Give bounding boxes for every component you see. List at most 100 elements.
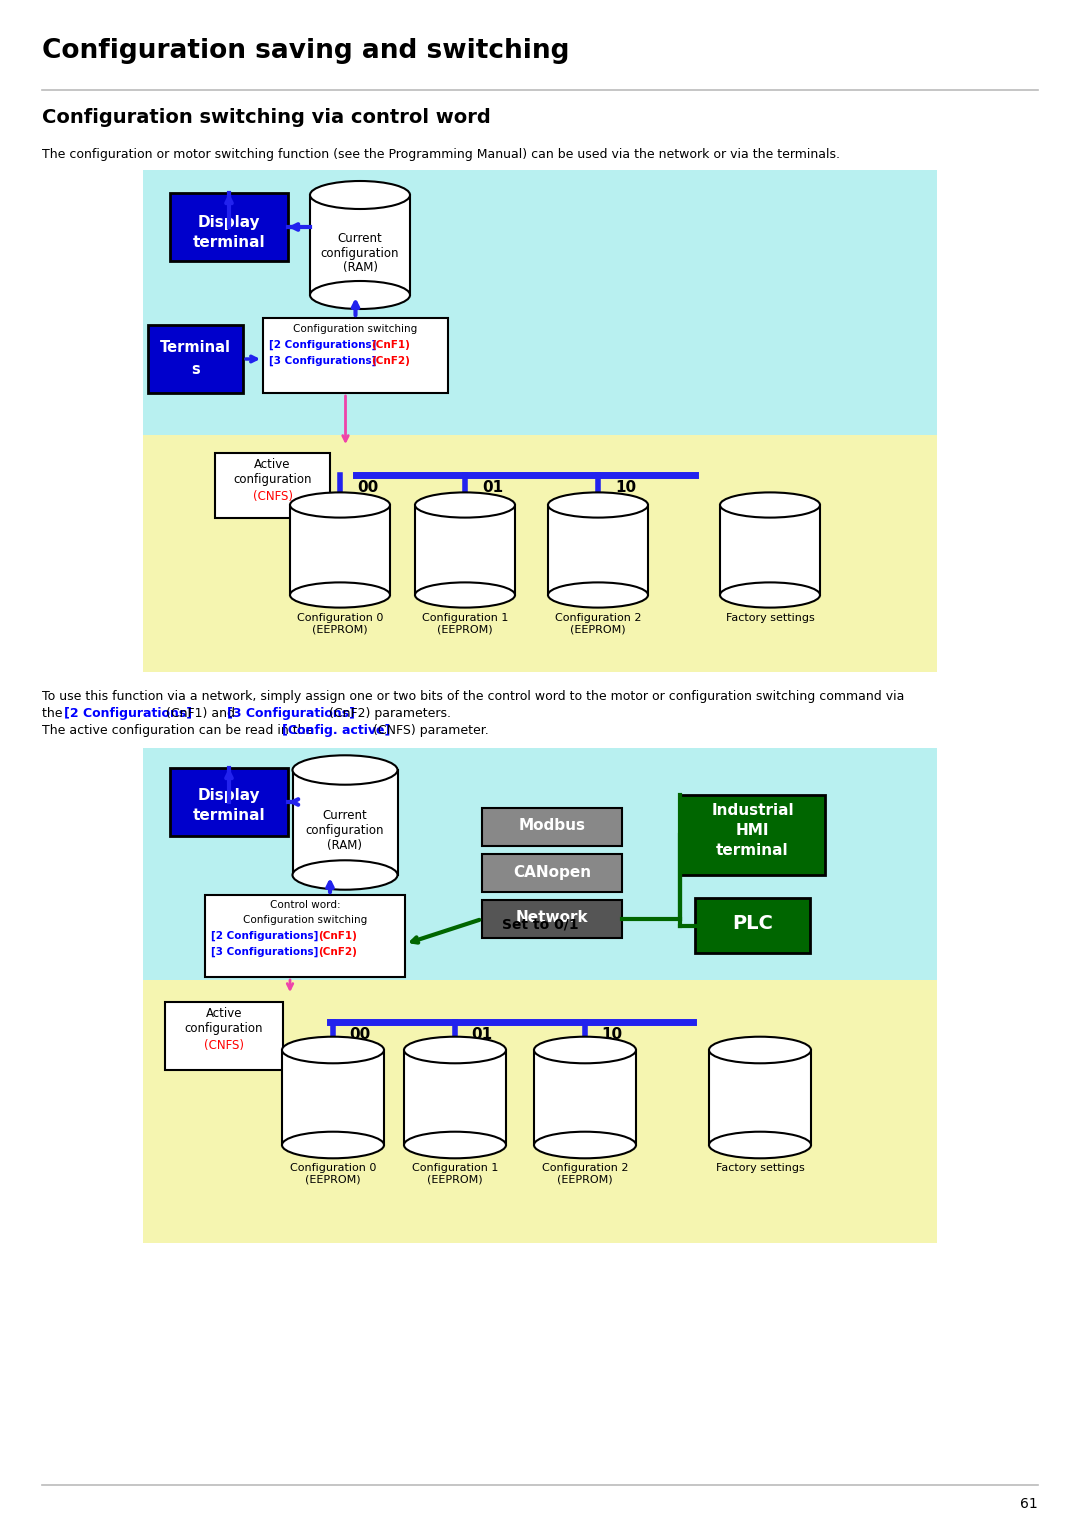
- Text: Set to 0/1: Set to 0/1: [502, 918, 579, 931]
- Ellipse shape: [291, 492, 390, 518]
- Bar: [143, 980, 937, 1243]
- Ellipse shape: [708, 1037, 811, 1063]
- Text: the: the: [42, 707, 67, 721]
- Text: [2 Configurations]: [2 Configurations]: [211, 931, 319, 941]
- Bar: [415, 505, 515, 596]
- Text: Current
configuration
(RAM): Current configuration (RAM): [306, 809, 384, 852]
- Ellipse shape: [415, 582, 515, 608]
- Text: [2 Configurations]: [2 Configurations]: [269, 341, 376, 350]
- Bar: [170, 768, 288, 835]
- Bar: [205, 895, 405, 977]
- Text: configuration: configuration: [185, 1022, 264, 1035]
- Text: (CnF2) parameters.: (CnF2) parameters.: [325, 707, 451, 721]
- Text: configuration: configuration: [233, 473, 312, 486]
- Bar: [170, 192, 288, 261]
- Bar: [148, 325, 243, 392]
- Text: Display: Display: [198, 788, 260, 803]
- Bar: [482, 899, 622, 938]
- Bar: [482, 854, 622, 892]
- Text: The configuration or motor switching function (see the Programming Manual) can b: The configuration or motor switching fun…: [42, 148, 840, 160]
- Text: CANopen: CANopen: [513, 864, 591, 880]
- Text: s: s: [191, 362, 200, 377]
- Text: (CnF2): (CnF2): [372, 356, 410, 366]
- Ellipse shape: [415, 492, 515, 518]
- Text: Configuration 2
(EEPROM): Configuration 2 (EEPROM): [542, 1164, 629, 1185]
- Text: Configuration 1
(EEPROM): Configuration 1 (EEPROM): [411, 1164, 498, 1185]
- Text: Configuration switching: Configuration switching: [243, 915, 367, 925]
- Bar: [215, 454, 330, 518]
- Bar: [264, 318, 448, 392]
- Text: Industrial: Industrial: [712, 803, 794, 818]
- Text: The active configuration can be read in the: The active configuration can be read in …: [42, 724, 318, 738]
- Text: Configuration switching: Configuration switching: [294, 324, 418, 334]
- Ellipse shape: [282, 1037, 384, 1063]
- Text: terminal: terminal: [192, 808, 266, 823]
- Bar: [282, 1051, 384, 1145]
- Text: Configuration 0
(EEPROM): Configuration 0 (EEPROM): [297, 612, 383, 635]
- Ellipse shape: [310, 182, 410, 209]
- Bar: [548, 505, 648, 596]
- Text: Network: Network: [515, 910, 589, 925]
- Bar: [143, 748, 937, 980]
- Text: terminal: terminal: [192, 235, 266, 250]
- Ellipse shape: [293, 756, 397, 785]
- Text: Terminal: Terminal: [160, 341, 231, 354]
- Ellipse shape: [534, 1132, 636, 1159]
- Text: [3 Configurations]: [3 Configurations]: [227, 707, 355, 721]
- Text: Active: Active: [206, 1006, 242, 1020]
- Text: (CnF1) and: (CnF1) and: [162, 707, 239, 721]
- Ellipse shape: [293, 860, 397, 890]
- Text: Configuration 1
(EEPROM): Configuration 1 (EEPROM): [422, 612, 509, 635]
- Bar: [534, 1051, 636, 1145]
- Text: 00: 00: [349, 1028, 370, 1041]
- Text: Active: Active: [254, 458, 291, 470]
- Ellipse shape: [548, 582, 648, 608]
- Bar: [708, 1051, 811, 1145]
- Text: (CnF1): (CnF1): [318, 931, 356, 941]
- Ellipse shape: [310, 281, 410, 308]
- Text: [3 Configurations]: [3 Configurations]: [211, 947, 319, 957]
- Text: terminal: terminal: [716, 843, 788, 858]
- Ellipse shape: [720, 582, 820, 608]
- Text: Factory settings: Factory settings: [726, 612, 814, 623]
- Bar: [293, 770, 397, 875]
- Text: (CNFS): (CNFS): [204, 1038, 244, 1052]
- Text: (CNFS): (CNFS): [253, 490, 293, 502]
- Ellipse shape: [282, 1132, 384, 1159]
- Ellipse shape: [548, 492, 648, 518]
- Bar: [143, 435, 937, 672]
- Ellipse shape: [404, 1037, 507, 1063]
- Text: Control word:: Control word:: [270, 899, 340, 910]
- Bar: [482, 808, 622, 846]
- Bar: [310, 195, 410, 295]
- Text: HMI: HMI: [735, 823, 769, 838]
- Text: Configuration 0
(EEPROM): Configuration 0 (EEPROM): [289, 1164, 376, 1185]
- Bar: [291, 505, 390, 596]
- Text: 01: 01: [472, 1028, 492, 1041]
- Text: Display: Display: [198, 215, 260, 231]
- Bar: [143, 169, 937, 435]
- Ellipse shape: [404, 1132, 507, 1159]
- Text: Configuration 2
(EEPROM): Configuration 2 (EEPROM): [555, 612, 642, 635]
- Text: 01: 01: [483, 479, 503, 495]
- Text: PLC: PLC: [732, 915, 773, 933]
- Text: [Config. active]: [Config. active]: [282, 724, 390, 738]
- Text: 10
11: 10 11: [616, 479, 636, 513]
- Text: [2 Configurations]: [2 Configurations]: [64, 707, 192, 721]
- Ellipse shape: [720, 492, 820, 518]
- Text: 61: 61: [1021, 1496, 1038, 1512]
- Bar: [720, 505, 820, 596]
- Text: Current
configuration
(RAM): Current configuration (RAM): [321, 232, 400, 275]
- Bar: [404, 1051, 507, 1145]
- Text: 10
11: 10 11: [602, 1028, 622, 1060]
- Text: To use this function via a network, simply assign one or two bits of the control: To use this function via a network, simp…: [42, 690, 904, 702]
- Bar: [165, 1002, 283, 1070]
- Text: Configuration switching via control word: Configuration switching via control word: [42, 108, 490, 127]
- Text: (CnF1): (CnF1): [372, 341, 410, 350]
- Text: (CnF2): (CnF2): [318, 947, 356, 957]
- Ellipse shape: [534, 1037, 636, 1063]
- Ellipse shape: [708, 1132, 811, 1159]
- Ellipse shape: [291, 582, 390, 608]
- Text: [3 Configurations]: [3 Configurations]: [269, 356, 376, 366]
- Bar: [680, 796, 825, 875]
